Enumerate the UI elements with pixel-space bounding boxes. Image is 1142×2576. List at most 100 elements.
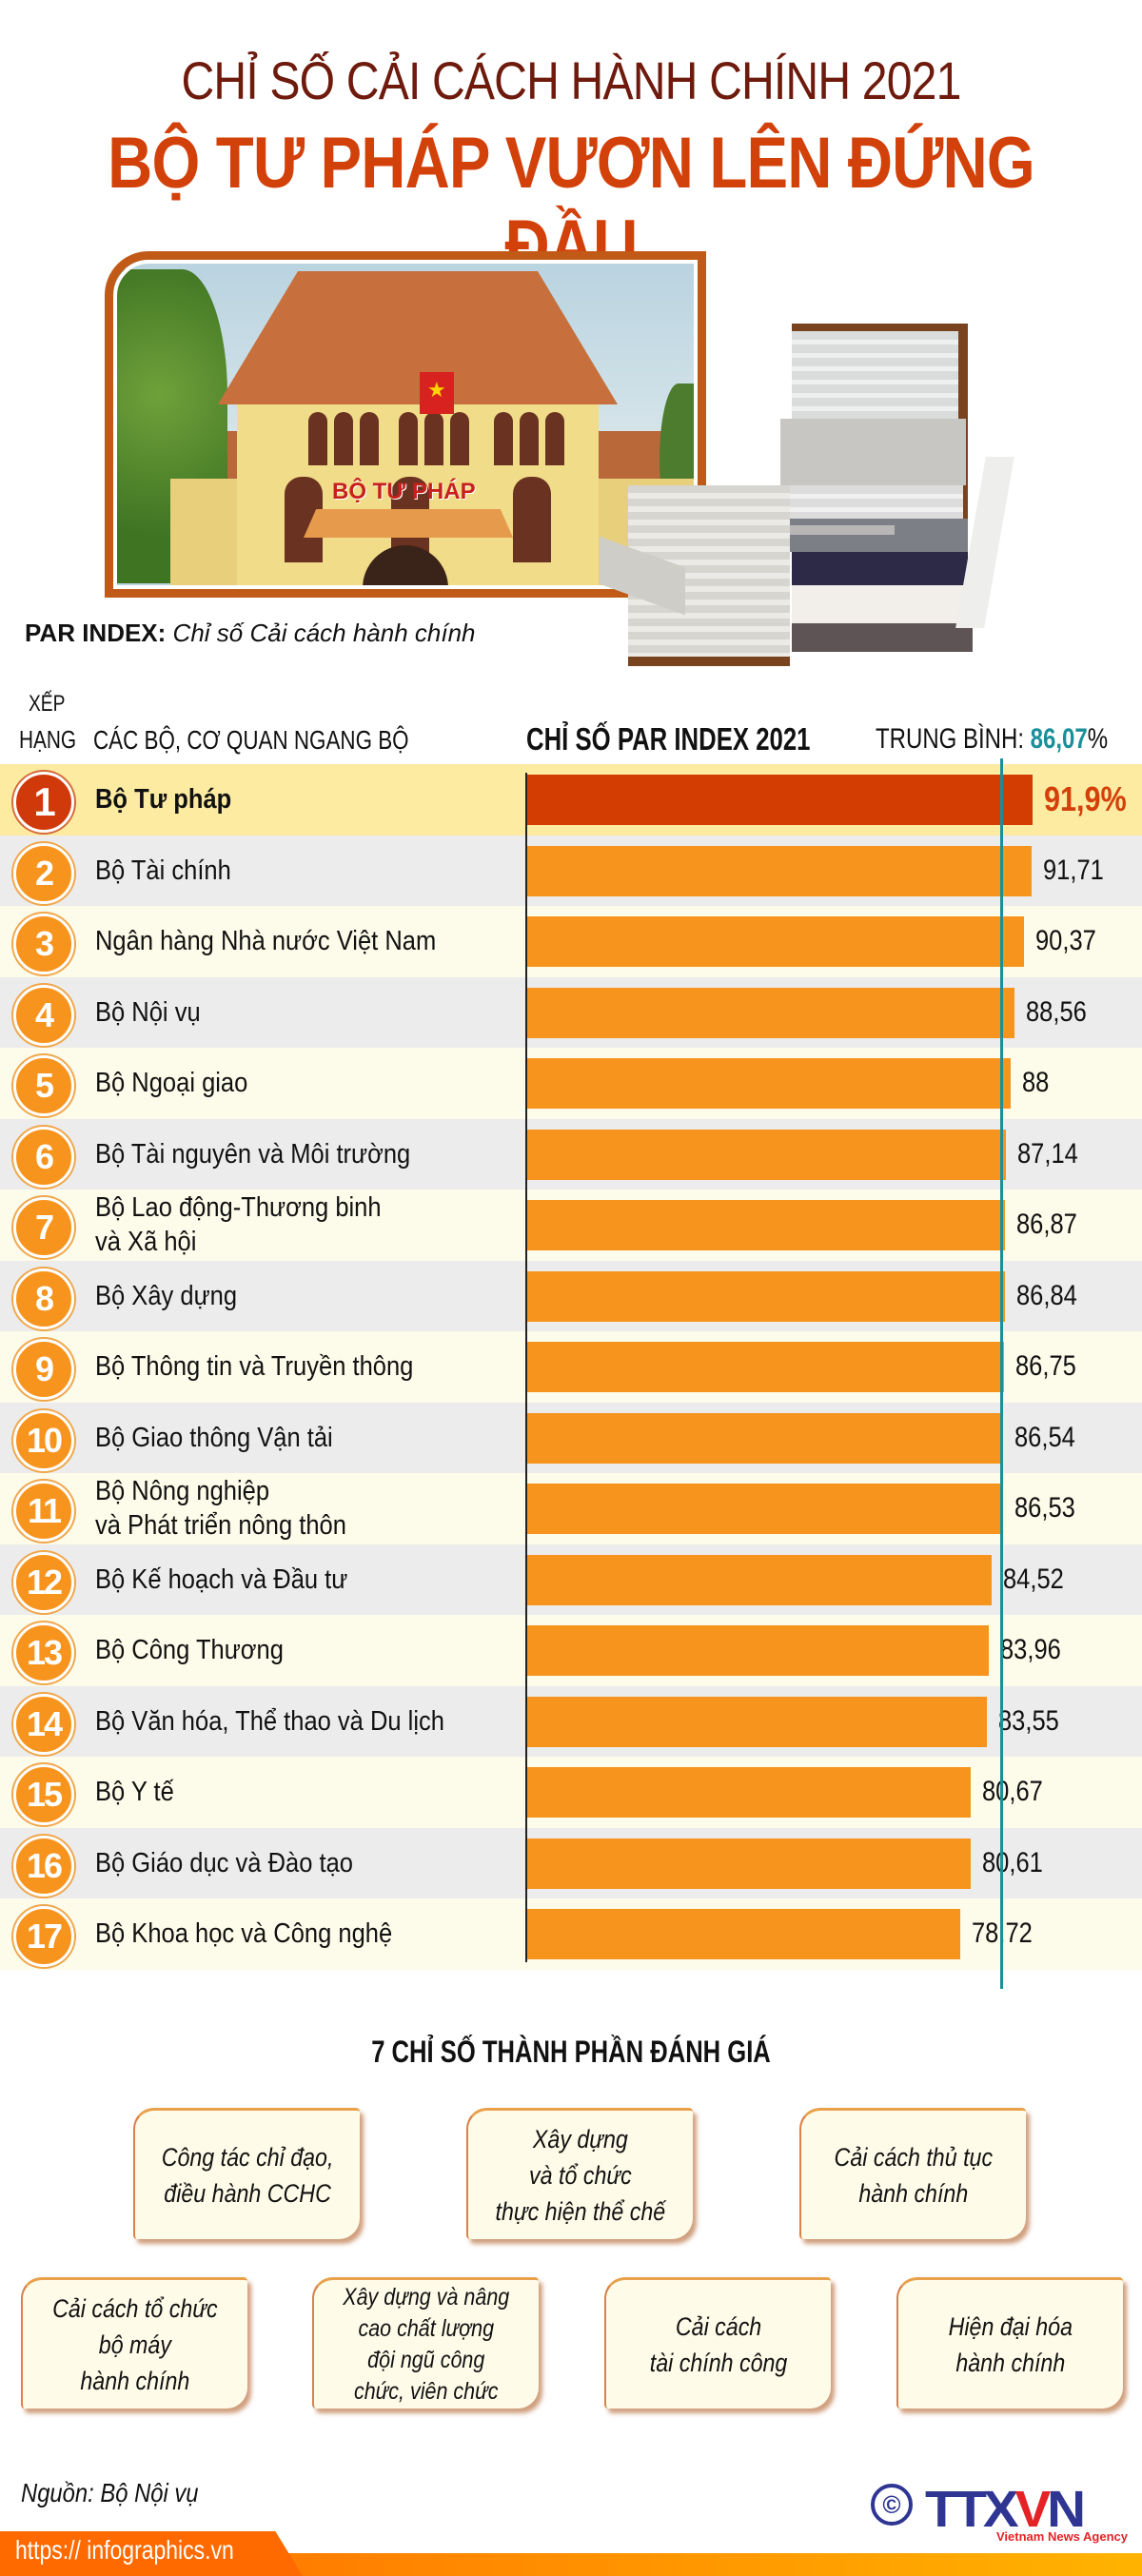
rank-badge: 17 — [13, 1906, 74, 1967]
table-row: 8 Bộ Xây dựng 86,84 — [0, 1260, 1142, 1331]
par-index-bar — [526, 1200, 1005, 1250]
par-index-value: 86,75 — [1015, 1350, 1077, 1383]
ministry-name: Bộ Nông nghiệp và Phát triển nông thôn — [95, 1476, 346, 1542]
table-row: 3 Ngân hàng Nhà nước Việt Nam 90,37 — [0, 906, 1142, 977]
par-index-value: 86,87 — [1015, 1209, 1077, 1241]
window — [308, 412, 327, 465]
average-label-text: TRUNG BÌNH: — [876, 723, 1024, 755]
components-title: 7 CHỈ SỐ THÀNH PHẦN ĐÁNH GIÁ — [371, 2035, 771, 2069]
par-index-bar — [526, 1767, 971, 1818]
table-row: 16 Bộ Giáo dục và Đào tạo 80,61 — [0, 1827, 1142, 1898]
table-row: 1 Bộ Tư pháp 91,9% — [0, 764, 1142, 836]
ministry-name: Bộ Công Thương — [95, 1635, 284, 1666]
ministry-name: Bộ Thông tin và Truyền thông — [95, 1351, 414, 1383]
window — [545, 412, 564, 465]
logo-wordmark: TTXVN — [925, 2481, 1086, 2538]
ministry-name: Bộ Văn hóa, Thể thao và Du lịch — [95, 1705, 444, 1737]
table-row: 12 Bộ Kế hoạch và Đầu tư 84,52 — [0, 1544, 1142, 1615]
par-index-value: 90,37 — [1035, 925, 1096, 957]
building-roof — [218, 271, 618, 404]
ministry-name: Bộ Tài nguyên và Môi trường — [95, 1138, 411, 1170]
par-index-value: 86,84 — [1015, 1279, 1077, 1311]
rank-badge: 8 — [13, 1268, 74, 1329]
par-index-value: 83,96 — [1000, 1634, 1061, 1666]
par-index-bar — [526, 1270, 1005, 1322]
window — [494, 412, 513, 465]
average-value: 86,07 — [1030, 723, 1088, 755]
rank-badge: 15 — [13, 1764, 74, 1825]
building-wing — [170, 479, 246, 589]
table-row: 15 Bộ Y tế 80,67 — [0, 1757, 1142, 1828]
footer-url-tab — [0, 2531, 303, 2576]
window — [360, 412, 379, 465]
table-row: 13 Bộ Công Thương 83,96 — [0, 1615, 1142, 1686]
source-note: Nguồn: Bộ Nội vụ — [21, 2478, 199, 2507]
par-index-value: 88 — [1022, 1067, 1050, 1099]
rank-badge: 3 — [13, 914, 74, 974]
par-index-value: 91,71 — [1042, 854, 1104, 886]
vietnam-flag-icon — [420, 372, 454, 414]
par-index-description: Chỉ số Cải cách hành chính — [172, 619, 476, 647]
component-box-2: Xây dựng và tổ chức thực hiện thể chế — [466, 2108, 693, 2239]
logo-agency-name: Vietnam News Agency — [996, 2529, 1128, 2544]
par-index-value: 84,52 — [1003, 1563, 1065, 1595]
component-box-6: Cải cách tài chính công — [604, 2277, 831, 2409]
rank-badge: 4 — [13, 984, 74, 1046]
par-index-bar — [526, 1909, 960, 1959]
component-box-3: Cải cách thủ tục hành chính — [799, 2108, 1026, 2239]
rank-badge: 7 — [13, 1197, 74, 1258]
rank-badge: 9 — [13, 1339, 74, 1400]
rank-badge: 6 — [13, 1126, 74, 1188]
rank-badge: 16 — [13, 1835, 74, 1897]
rank-badge: 11 — [13, 1481, 74, 1542]
window — [513, 477, 551, 562]
title-line-2: BỘ TƯ PHÁP VƯƠN LÊN ĐỨNG ĐẦU — [108, 123, 1035, 286]
par-index-bar — [526, 1058, 1012, 1109]
window — [424, 412, 443, 465]
par-index-value: 88,56 — [1025, 995, 1087, 1028]
ministry-name: Ngân hàng Nhà nước Việt Nam — [95, 926, 437, 957]
building-sign: BỘ TƯ PHÁP — [332, 479, 476, 504]
table-row: 11 Bộ Nông nghiệp và Phát triển nông thô… — [0, 1473, 1142, 1544]
average-reference-line — [1000, 758, 1003, 1989]
par-index-bar — [526, 845, 1032, 896]
par-index-label: PAR INDEX: — [25, 619, 167, 647]
document-stack-illustration — [600, 324, 1047, 666]
par-index-value: 87,14 — [1017, 1137, 1079, 1170]
component-box-5: Xây dựng và nâng cao chất lượng đội ngũ … — [312, 2277, 539, 2409]
table-row: 14 Bộ Văn hóa, Thể thao và Du lịch 83,55 — [0, 1685, 1142, 1757]
window — [399, 412, 418, 465]
title-line-1: CHỈ SỐ CẢI CÁCH HÀNH CHÍNH 2021 — [181, 50, 962, 110]
average-unit: % — [1087, 723, 1109, 755]
ministry-name: Bộ Kế hoạch và Đầu tư — [95, 1563, 348, 1595]
par-index-value: 80,67 — [982, 1776, 1043, 1808]
par-index-bar — [526, 775, 1033, 825]
ranking-table: 1 Bộ Tư pháp 91,9% 2 Bộ Tài chính 91,71 … — [0, 764, 1142, 1970]
table-row: 2 Bộ Tài chính 91,71 — [0, 835, 1142, 906]
par-index-value: 86,54 — [1014, 1421, 1075, 1453]
ministry-name: Bộ Giao thông Vận tải — [95, 1422, 333, 1453]
average-label: TRUNG BÌNH: 86,07% — [876, 723, 1108, 756]
table-row: 10 Bộ Giao thông Vận tải 86,54 — [0, 1402, 1142, 1473]
table-row: 6 Bộ Tài nguyên và Môi trường 87,14 — [0, 1118, 1142, 1190]
chart-axis-line — [525, 773, 527, 1962]
website-link[interactable]: https:// infographics.vn — [15, 2535, 234, 2565]
par-index-value: 80,61 — [981, 1846, 1043, 1878]
ministry-name: Bộ Giáo dục và Đào tạo — [95, 1847, 353, 1878]
ministry-name: Bộ Nội vụ — [95, 996, 201, 1028]
rank-badge: 10 — [13, 1409, 74, 1471]
copyright-icon: © — [871, 2484, 913, 2526]
component-box-4: Cải cách tổ chức bộ máy hành chính — [21, 2277, 247, 2409]
par-index-value: 91,9% — [1044, 779, 1127, 819]
ministry-column-header: CÁC BỘ, CƠ QUAN NGANG BỘ — [93, 725, 409, 755]
table-row: 5 Bộ Ngoại giao 88 — [0, 1048, 1142, 1119]
par-index-bar — [526, 1484, 1003, 1534]
ministry-name: Bộ Xây dựng — [95, 1280, 238, 1311]
rank-badge: 2 — [13, 842, 74, 904]
par-index-value: 86,53 — [1014, 1492, 1075, 1524]
window — [520, 412, 539, 465]
par-index-bar — [526, 1696, 987, 1747]
ttxvn-logo: © TTXVN Vietnam News Agency — [868, 2481, 1134, 2550]
ministry-name: Bộ Khoa học và Công nghệ — [95, 1918, 393, 1950]
par-index-bar — [526, 1554, 993, 1605]
